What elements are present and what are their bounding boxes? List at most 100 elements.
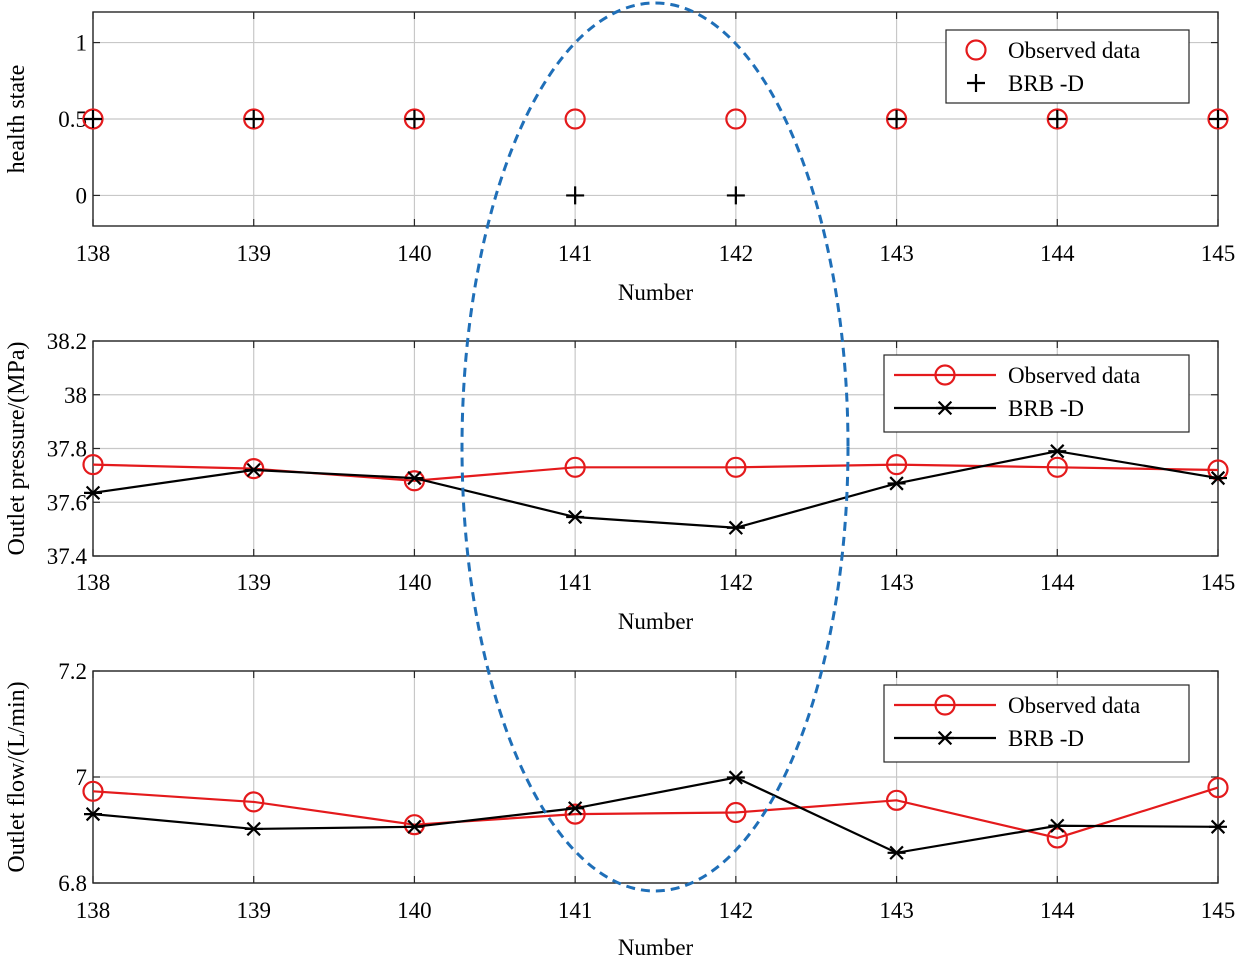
data-point xyxy=(887,110,906,128)
x-tick-label: 143 xyxy=(879,898,914,923)
series-line xyxy=(92,776,1219,854)
data-point xyxy=(84,110,102,128)
x-axis-label: Number xyxy=(618,609,694,634)
x-tick-label: 145 xyxy=(1201,241,1236,266)
data-point xyxy=(1048,444,1067,459)
y-axis-label: Outlet flow/(L/min) xyxy=(4,681,30,872)
data-point xyxy=(726,770,745,785)
series-observed xyxy=(82,108,1229,130)
series-line xyxy=(92,786,1219,840)
series-brb-d xyxy=(84,110,1227,205)
data-point xyxy=(564,456,586,478)
data-point xyxy=(726,520,745,535)
data-point xyxy=(405,470,424,486)
series-brb-d xyxy=(84,770,1227,860)
data-point xyxy=(244,110,263,128)
x-tick-label: 145 xyxy=(1201,570,1236,595)
data-point xyxy=(1209,110,1227,128)
x-tick-label: 142 xyxy=(719,241,754,266)
data-point xyxy=(725,801,747,824)
data-point xyxy=(403,108,426,130)
data-point xyxy=(1046,108,1068,130)
data-point xyxy=(564,108,586,130)
y-axis-label: health state xyxy=(4,65,30,174)
data-point xyxy=(84,806,102,822)
data-point xyxy=(885,454,908,476)
x-tick-label: 142 xyxy=(719,898,754,923)
y-tick-label: 38.2 xyxy=(47,329,87,354)
data-point xyxy=(1209,470,1227,486)
data-point xyxy=(566,186,585,205)
legend-label: Observed data xyxy=(1008,363,1140,388)
legend-marker xyxy=(936,400,954,416)
data-point xyxy=(1207,108,1229,130)
highlight-ellipse xyxy=(460,1,850,893)
data-point xyxy=(885,789,908,811)
data-point xyxy=(82,780,104,802)
data-point xyxy=(405,110,424,128)
x-tick-label: 139 xyxy=(236,241,271,266)
y-axis-label: Outlet pressure/(MPa) xyxy=(4,342,30,556)
x-axis-label: Number xyxy=(618,935,694,960)
y-tick-label: 38 xyxy=(64,383,87,408)
y-tick-label: 0.5 xyxy=(58,107,87,132)
legend-box xyxy=(883,354,1190,433)
data-point xyxy=(726,186,745,205)
data-point xyxy=(243,108,265,130)
y-tick-label: 6.8 xyxy=(58,871,87,896)
data-point xyxy=(725,456,747,478)
data-point xyxy=(887,845,906,860)
legend-label: Observed data xyxy=(1008,693,1140,718)
y-tick-label: 37.6 xyxy=(47,490,87,515)
data-point xyxy=(243,458,265,480)
data-point xyxy=(1209,819,1227,834)
legend-marker xyxy=(965,39,987,61)
x-tick-label: 141 xyxy=(558,241,593,266)
legend-label: BRB -D xyxy=(1008,71,1084,96)
data-point xyxy=(566,509,585,525)
data-point xyxy=(244,462,263,478)
x-tick-label: 140 xyxy=(397,241,432,266)
x-tick-label: 143 xyxy=(879,241,914,266)
y-tick-label: 1 xyxy=(76,31,88,56)
y-tick-label: 7 xyxy=(76,765,88,790)
y-tick-label: 7.2 xyxy=(58,659,87,684)
legend-marker xyxy=(936,730,954,746)
data-point xyxy=(84,485,102,500)
x-tick-label: 141 xyxy=(558,898,593,923)
series-line xyxy=(92,450,1219,529)
legend: Observed data BRB -D xyxy=(883,354,1190,433)
legend-marker xyxy=(934,694,956,716)
legend-box xyxy=(945,29,1190,104)
x-tick-label: 140 xyxy=(397,570,432,595)
x-tick-label: 144 xyxy=(1040,898,1075,923)
data-point xyxy=(566,801,585,816)
data-point xyxy=(887,476,906,491)
x-tick-label: 138 xyxy=(76,241,111,266)
x-tick-label: 138 xyxy=(76,570,111,595)
data-point xyxy=(1048,818,1067,833)
data-point xyxy=(243,791,265,813)
data-point xyxy=(1046,456,1068,478)
x-tick-label: 144 xyxy=(1040,570,1075,595)
subplot-2: 138 139 140 141 142 143 144 145 37.4 37.6 37.8 38 38… xyxy=(4,329,1235,634)
data-point xyxy=(1048,110,1067,128)
data-point xyxy=(82,108,104,130)
legend-label: Observed data xyxy=(1008,38,1140,63)
data-point xyxy=(725,108,747,130)
x-tick-label: 138 xyxy=(76,898,111,923)
legend-marker xyxy=(934,364,956,386)
x-axis-label: Number xyxy=(618,280,694,305)
series-observed xyxy=(82,776,1229,849)
data-point xyxy=(244,821,263,837)
x-tick-label: 145 xyxy=(1201,898,1236,923)
data-point xyxy=(564,803,586,825)
legend-marker xyxy=(967,74,985,92)
x-tick-label: 140 xyxy=(397,898,432,923)
x-tick-label: 141 xyxy=(558,570,593,595)
y-tick-label: 0 xyxy=(76,183,88,208)
subplot-3: 138 139 140 141 142 143 144 145 6.8 7 7.2 Number Out… xyxy=(4,659,1235,960)
series-brb-d xyxy=(84,444,1227,535)
data-point xyxy=(405,819,424,834)
